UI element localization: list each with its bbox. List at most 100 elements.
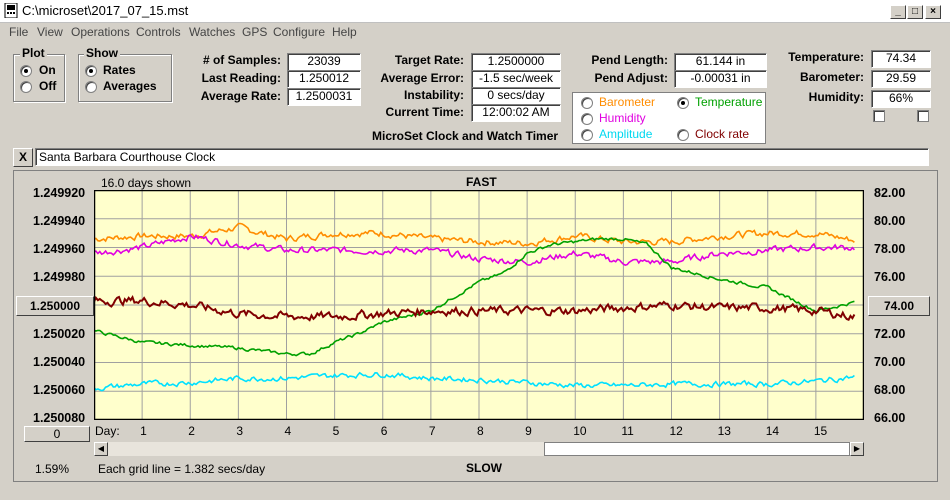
show-averages-radio[interactable] [85,81,97,93]
series-line-temperature [94,237,855,357]
menu-view[interactable]: View [37,25,63,39]
clear-clock-name-button[interactable]: X [13,148,33,167]
series-temperature-radio[interactable] [677,97,689,109]
right-tick-1: 80.00 [874,214,906,228]
day-tick-label: 13 [717,424,731,438]
right-tick-3: 76.00 [874,270,906,284]
sensor-checkbox-1[interactable] [873,110,885,122]
series-barometer-radio[interactable] [581,97,593,109]
menu-controls[interactable]: Controls [136,25,181,39]
barometer-field: 29.59 [871,70,931,88]
show-group [78,54,172,102]
right-tick-5: 72.00 [874,327,906,341]
rate-chart [94,190,864,420]
right-tick-0: 82.00 [874,186,906,200]
left-axis-reference-button[interactable]: 1.250000 [16,296,94,316]
target-rate-label: Target Rate: [394,53,464,67]
series-amplitude-label[interactable]: Amplitude [599,127,653,141]
plot-off-radio[interactable] [20,81,32,93]
percent-status: 1.59% [35,462,70,476]
sensor-checkbox-2[interactable] [917,110,929,122]
window-title: C:\microset\2017_07_15.mst [22,3,189,18]
right-axis-reference-button[interactable]: 74.00 [868,296,930,316]
series-clock-rate-label[interactable]: Clock rate [695,127,750,141]
series-barometer-label[interactable]: Barometer [599,95,656,109]
samples-field: 23039 [287,53,361,71]
temperature-field: 74.34 [871,50,931,68]
left-tick-6: 1.250040 [33,355,86,369]
menu-configure[interactable]: Configure [273,25,326,39]
pend-length-field: 61.144 in [674,53,767,71]
menu-file[interactable]: File [9,25,29,39]
target-rate-field[interactable]: 1.2500000 [471,53,561,71]
average-rate-label: Average Rate: [200,89,281,103]
last-reading-label: Last Reading: [201,71,281,85]
menu-watches[interactable]: Watches [189,25,236,39]
series-temperature-label[interactable]: Temperature [695,95,763,109]
plot-off-label[interactable]: Off [39,79,57,93]
day-tick-label: 15 [813,424,828,438]
show-group-title: Show [84,46,120,60]
scrollbar-thumb[interactable] [544,442,850,456]
day-tick-label: 10 [573,424,587,438]
fast-label: FAST [466,175,497,189]
series-line-humidity [94,233,855,266]
zero-button[interactable]: 0 [24,426,90,442]
day-tick-label: 8 [477,424,484,438]
day-tick-label: 7 [428,424,436,438]
app-caption: MicroSet Clock and Watch Timer [372,129,559,143]
pend-adjust-label: Pend Adjust: [594,71,668,85]
menu-operations[interactable]: Operations [71,25,130,39]
plot-border [94,190,864,420]
series-amplitude-radio[interactable] [581,129,593,141]
series-line-clock-rate [94,294,856,322]
series-selector [572,92,766,144]
show-averages-label[interactable]: Averages [103,79,157,93]
day-tick-label: 5 [332,424,340,438]
left-tick-1: 1.249940 [33,214,86,228]
plot-on-label[interactable]: On [39,63,56,77]
close-window-button[interactable]: × [925,5,941,19]
days-shown-label: 16.0 days shown [101,176,192,190]
day-tick-label: 12 [669,424,683,438]
day-ticks: 1 2 3 4 5 6 7 8 9 10 11 12 13 14 15 [94,424,864,440]
day-tick-label: 11 [621,424,634,438]
series-clock-rate-radio[interactable] [677,129,689,141]
series-humidity-label[interactable]: Humidity [599,111,646,125]
menu-help[interactable]: Help [332,25,357,39]
series-line-amplitude [94,371,855,392]
left-tick-2: 1.249960 [33,242,86,256]
scroll-left-button[interactable]: ◀ [94,442,108,456]
clock-name-text: Santa Barbara Courthouse Clock [39,150,216,164]
show-rates-label[interactable]: Rates [103,63,136,77]
plot-group-title: Plot [20,46,47,60]
scroll-right-button[interactable]: ▶ [850,442,864,456]
right-tick-6: 70.00 [874,355,906,369]
series-humidity-radio[interactable] [581,113,593,125]
left-tick-0: 1.249920 [33,186,86,200]
title-bar: C:\microset\2017_07_15.mst _ □ × [0,0,950,23]
menu-gps[interactable]: GPS [242,25,268,39]
chart-panel [13,170,938,482]
barometer-label: Barometer: [799,70,864,84]
maximize-button[interactable]: □ [907,5,923,19]
current-time-field: 12:00:02 AM [471,104,561,122]
left-tick-8: 1.250080 [33,411,86,425]
plot-on-radio[interactable] [20,65,32,77]
show-rates-radio[interactable] [85,65,97,77]
left-tick-5: 1.250020 [33,327,86,341]
day-tick-label: 14 [765,424,780,438]
minimize-button[interactable]: _ [890,5,906,19]
right-tick-2: 78.00 [874,242,906,256]
average-error-label: Average Error: [380,71,464,85]
app-icon [4,3,18,18]
right-tick-8: 66.00 [874,411,906,425]
day-tick-label: 4 [284,424,292,438]
humidity-field: 66% [871,90,931,108]
day-axis-label: Day: [95,424,120,438]
plot-group [13,54,65,102]
clock-name-input[interactable]: Santa Barbara Courthouse Clock [35,148,929,166]
day-tick-label: 1 [140,424,147,438]
day-tick-label: 6 [380,424,388,438]
horizontal-scrollbar[interactable]: ◀ ▶ [94,442,864,456]
